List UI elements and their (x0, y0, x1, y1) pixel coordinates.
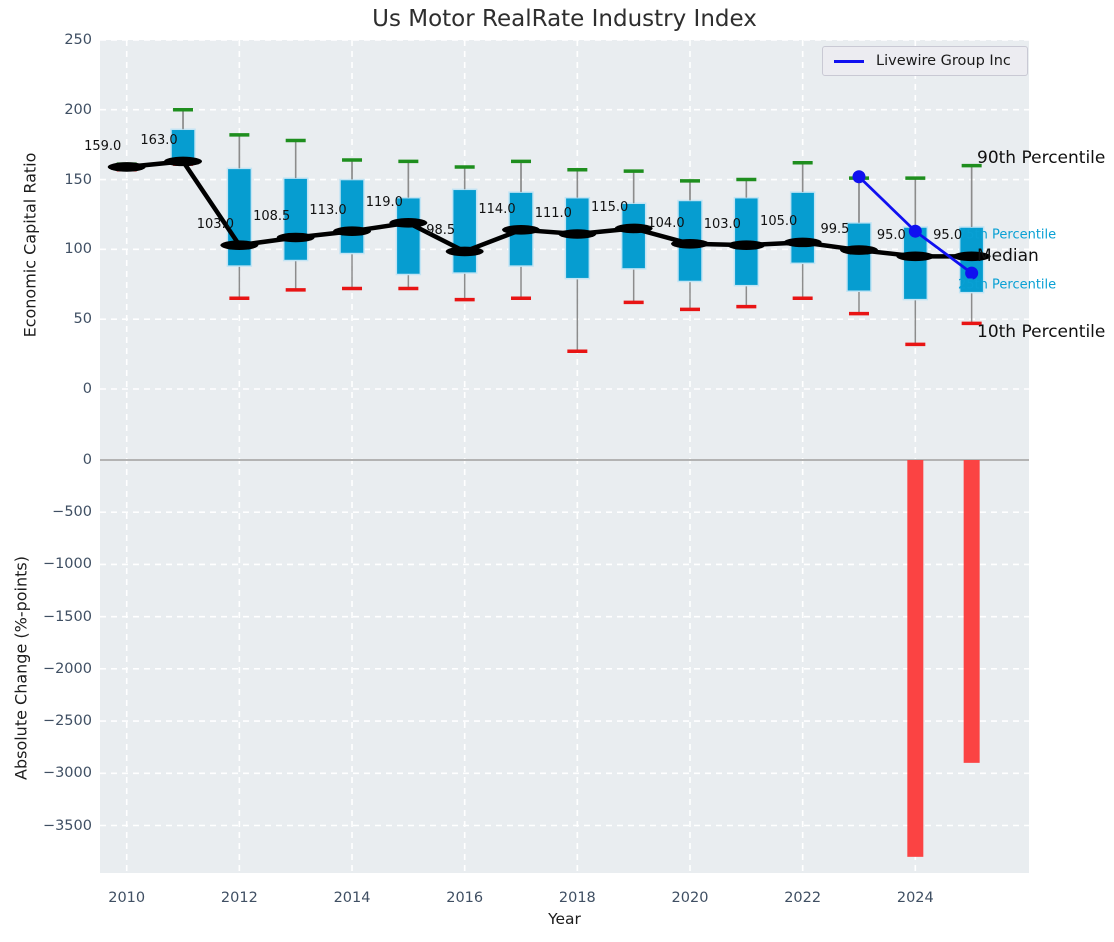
change-bar-2025 (963, 460, 980, 763)
y-tick-bottom: −1000 (42, 556, 92, 573)
annotation-p25: 25th Percentile (958, 277, 1057, 293)
median-value-label: 99.5 (820, 222, 850, 238)
y-axis-label-top: Economic Capital Ratio (20, 152, 40, 338)
x-tick: 2010 (108, 890, 146, 906)
company-marker-2023 (852, 170, 866, 184)
iqr-box-2022 (789, 191, 816, 265)
median-value-label: 105.0 (760, 214, 798, 230)
y-tick-bottom: −500 (52, 504, 92, 521)
median-marker-2011 (164, 156, 203, 167)
y-tick-bottom: −1500 (42, 608, 92, 625)
y-tick-bottom: −2500 (42, 713, 92, 730)
company-marker-2024 (908, 224, 922, 238)
median-marker-2015 (389, 218, 428, 228)
x-tick: 2024 (896, 890, 934, 906)
annotation-median: Median (977, 246, 1039, 267)
change-bar-2024 (907, 460, 924, 857)
median-marker-2014 (333, 226, 372, 237)
median-value-label: 159.0 (84, 138, 122, 154)
x-tick: 2020 (671, 890, 709, 906)
y-tick-top: 50 (73, 311, 92, 328)
legend-line-icon (834, 59, 864, 63)
median-marker-2021 (727, 240, 766, 250)
chart-title: Us Motor RealRate Industry Index (372, 6, 757, 32)
median-marker-2024 (896, 251, 935, 262)
x-axis-label: Year (548, 910, 581, 928)
median-value-label: 98.5 (426, 223, 456, 239)
company-marker-2025 (965, 266, 979, 280)
median-value-label: 95.0 (933, 228, 963, 244)
iqr-box-2015 (395, 196, 422, 276)
median-value-label: 111.0 (534, 205, 572, 221)
annotation-p10: 10th Percentile (977, 322, 1106, 343)
median-value-label: 119.0 (365, 194, 403, 210)
y-tick-bottom: −3500 (42, 817, 92, 834)
y-tick-top: 100 (64, 241, 92, 258)
y-tick-top: 200 (64, 101, 92, 118)
annotation-p75: 75th Percentile (958, 227, 1057, 243)
annotation-p90: 90th Percentile (977, 147, 1106, 168)
median-marker-2010 (107, 162, 146, 172)
y-axis-label-bottom: Absolute Change (%-points) (11, 556, 31, 780)
x-tick: 2012 (220, 890, 258, 906)
median-value-label: 104.0 (647, 215, 685, 231)
iqr-box-2023 (846, 222, 872, 293)
median-marker-2017 (502, 225, 541, 235)
median-value-label: 103.0 (196, 217, 234, 233)
median-line (124, 159, 974, 259)
median-value-label: 113.0 (309, 203, 347, 219)
iqr-box-2014 (339, 178, 365, 255)
y-tick-top: 250 (64, 31, 92, 48)
median-marker-2020 (671, 238, 709, 249)
median-value-label: 108.5 (253, 209, 291, 225)
iqr-box-2016 (451, 188, 478, 274)
median-marker-2012 (220, 240, 259, 250)
median-value-label: 95.0 (876, 228, 906, 244)
median-marker-2016 (445, 246, 484, 257)
y-tick-bottom: 0 (82, 452, 92, 468)
x-tick: 2022 (784, 890, 822, 906)
x-tick: 2018 (558, 890, 596, 906)
median-marker-2013 (276, 232, 315, 243)
y-tick-bottom: −3000 (42, 765, 92, 782)
x-tick: 2016 (446, 890, 484, 906)
y-tick-bottom: −2000 (42, 660, 92, 677)
legend[interactable]: Livewire Group Inc (822, 46, 1028, 76)
legend-label: Livewire Group Inc (876, 53, 1011, 69)
median-marker-2022 (783, 237, 822, 248)
bottom-panel (100, 454, 1029, 873)
median-marker-2025 (952, 251, 991, 262)
median-value-label: 114.0 (478, 201, 516, 217)
median-value-label: 115.0 (591, 200, 629, 216)
y-tick-top: 150 (64, 171, 92, 188)
median-value-label: 103.0 (703, 217, 741, 233)
median-value-label: 163.0 (140, 133, 178, 149)
median-marker-2018 (558, 229, 597, 239)
iqr-box-2019 (620, 202, 647, 270)
median-marker-2019 (614, 223, 653, 234)
y-tick-top: 0 (82, 381, 92, 397)
x-tick: 2014 (333, 890, 371, 906)
median-marker-2023 (839, 245, 878, 255)
